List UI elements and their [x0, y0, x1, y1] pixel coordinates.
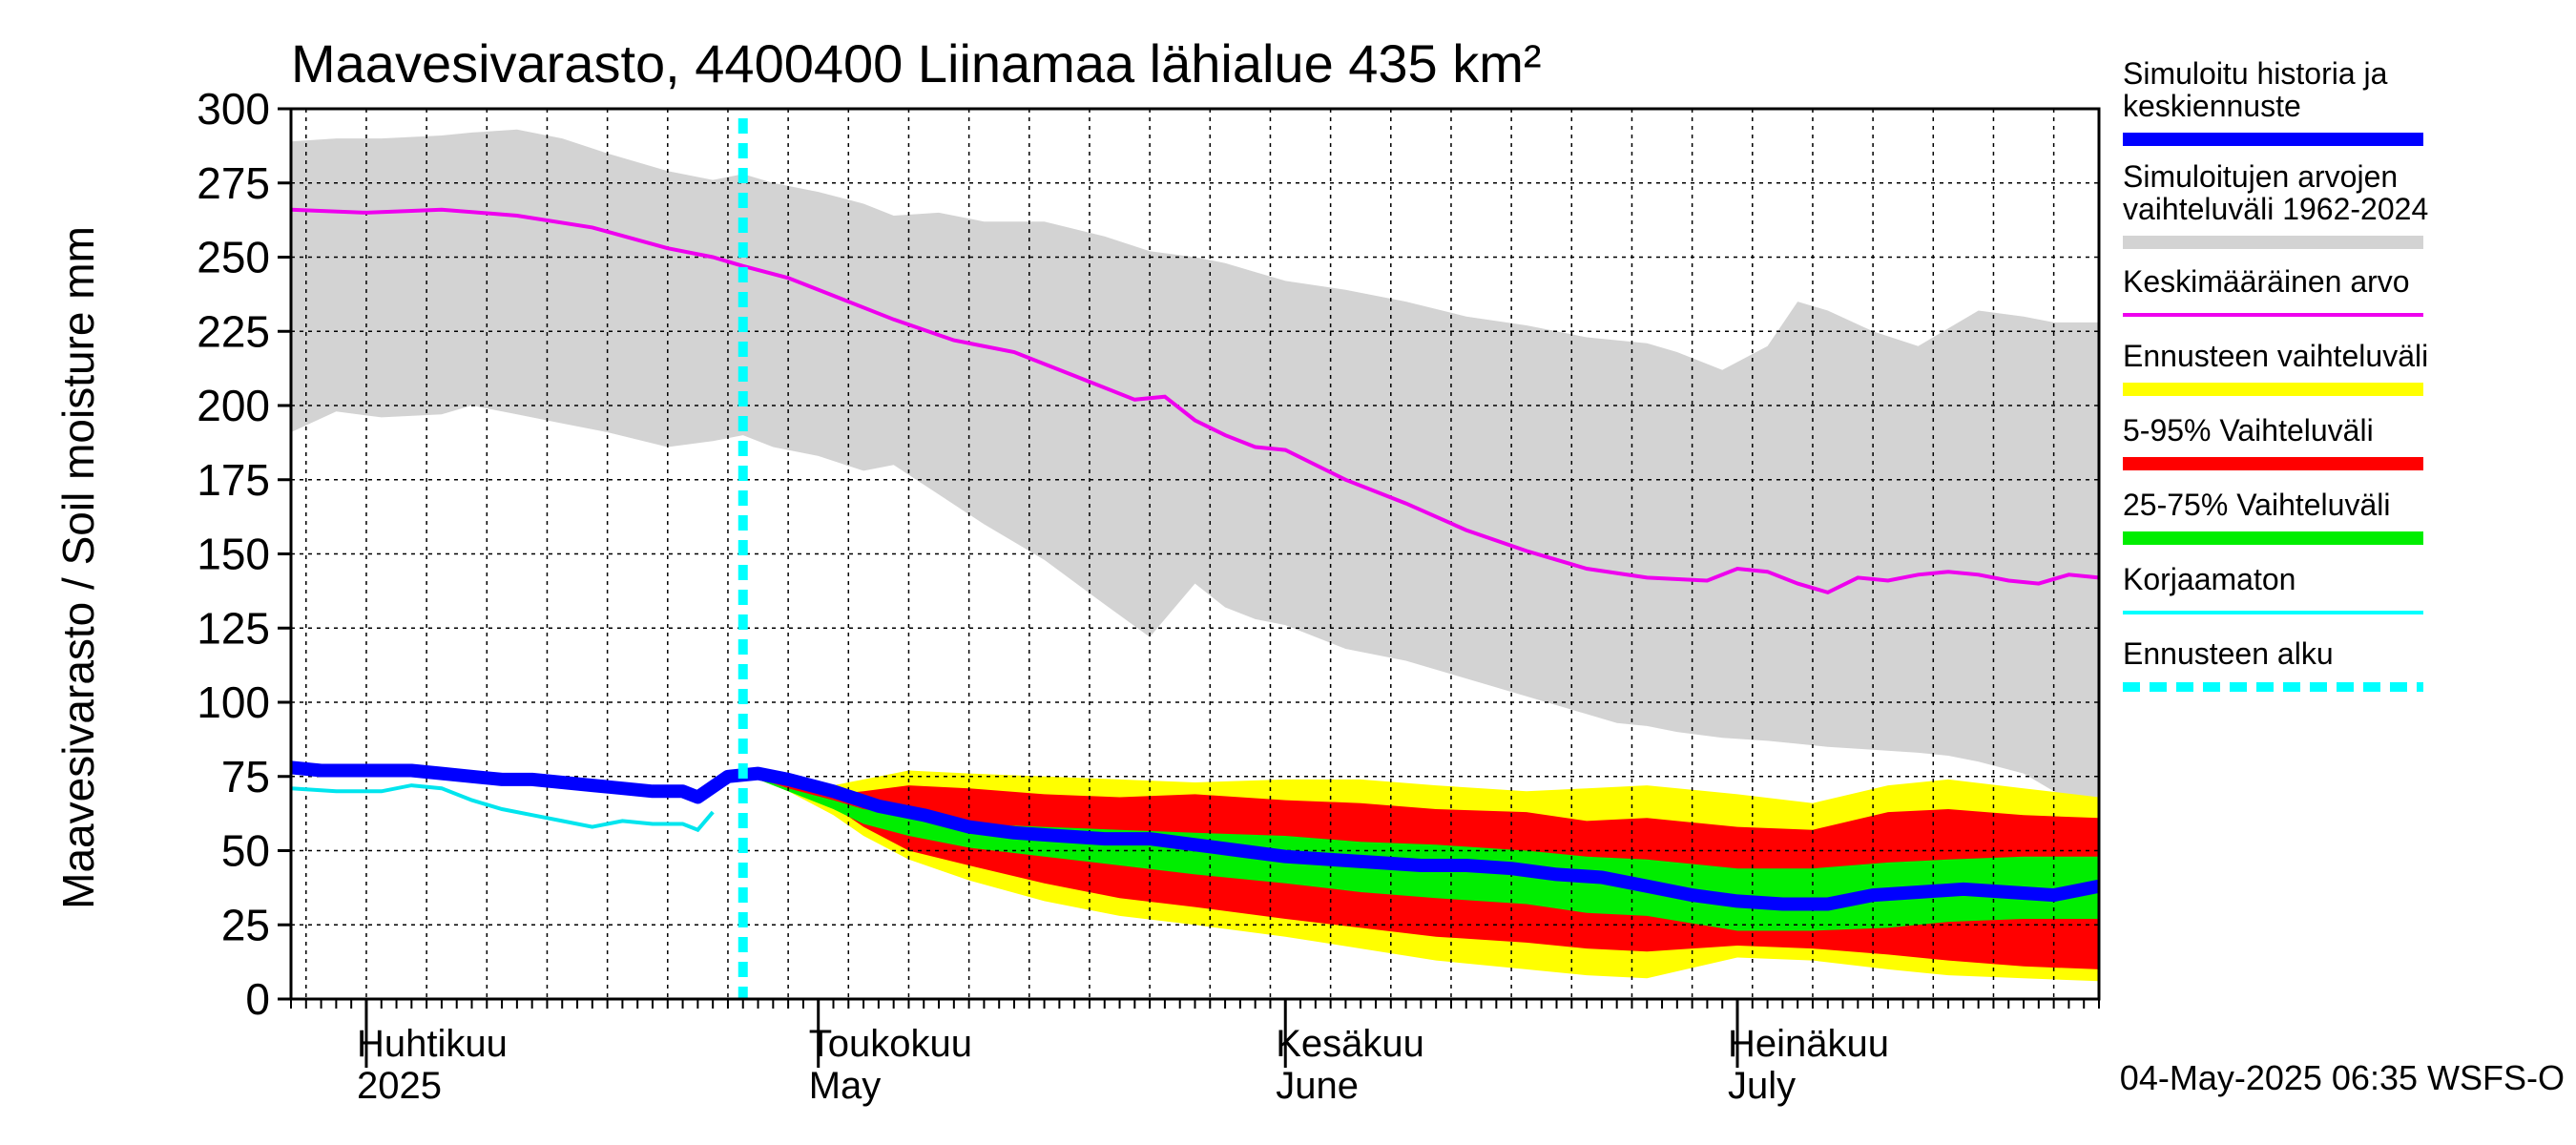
y-tick-label: 125	[197, 603, 270, 653]
simulated-line	[290, 760, 2101, 911]
y-tick-label: 175	[197, 455, 270, 505]
footer-timestamp: 04-May-2025 06:35 WSFS-O	[2120, 1058, 2565, 1097]
legend-item: Ennusteen vaihteluväli	[2123, 339, 2428, 396]
x-month-label-fi: Huhtikuu	[357, 1023, 508, 1065]
y-tick-label: 75	[221, 752, 270, 802]
y-tick-label: 50	[221, 826, 270, 876]
y-tick-label: 225	[197, 306, 270, 356]
legend-label: Ennusteen vaihteluväli	[2123, 339, 2428, 373]
y-tick-label: 0	[245, 974, 270, 1024]
y-axis-label: Maavesivarasto / Soil moisture mm	[53, 226, 103, 909]
data-lines	[290, 118, 2101, 999]
p25-75-band	[742, 773, 2099, 931]
chart-title: Maavesivarasto, 4400400 Liinamaa lähialu…	[291, 33, 1542, 94]
x-month-label-en: July	[1728, 1065, 1796, 1107]
legend-label: Ennusteen alku	[2123, 636, 2334, 671]
legend-item: Korjaamaton	[2123, 562, 2423, 614]
legend-item: 25-75% Vaihteluväli	[2123, 488, 2423, 545]
x-month-label-fi: Kesäkuu	[1276, 1023, 1424, 1065]
legend: Simuloitu historia ja keskiennuste Simuloi…	[2123, 56, 2428, 692]
y-tick-label: 100	[197, 677, 270, 727]
legend-item: Keskimääräinen arvo	[2123, 264, 2423, 317]
legend-label: Korjaamaton	[2123, 562, 2296, 596]
legend-item: Simuloitujen arvojen vaihteluväli 1962-20…	[2123, 159, 2428, 249]
legend-item: 5-95% Vaihteluväli	[2123, 413, 2423, 470]
x-month-label-en: June	[1276, 1065, 1359, 1107]
y-tick-label: 250	[197, 233, 270, 282]
hist-range-band	[291, 129, 2099, 816]
y-tick-label: 25	[221, 900, 270, 949]
legend-label: Keskimääräinen arvo	[2123, 264, 2410, 299]
legend-label: Simuloitujen arvojen vaihteluväli 1962-20…	[2123, 159, 2428, 226]
legend-item: Ennusteen alku	[2123, 636, 2423, 692]
uncorrected-line	[290, 783, 715, 833]
legend-label: 25-75% Vaihteluväli	[2123, 488, 2390, 522]
x-month-label-fi: Heinäkuu	[1728, 1023, 1889, 1065]
x-month-label-en: May	[809, 1065, 882, 1107]
y-tick-label: 275	[197, 158, 270, 208]
x-month-label-fi: Toukokuu	[809, 1023, 972, 1065]
x-month-label-en: 2025	[357, 1065, 442, 1107]
axes: 0 25 50 75 100 125 150 175 200 225 250 275 300 Huhtik…	[197, 84, 2101, 1107]
y-tick-label: 300	[197, 84, 270, 134]
legend-label: 5-95% Vaihteluväli	[2123, 413, 2374, 448]
legend-item: Simuloitu historia ja keskiennuste	[2123, 56, 2423, 146]
mean-line	[290, 207, 2100, 595]
y-tick-label: 200	[197, 381, 270, 430]
legend-label: Simuloitu historia ja keskiennuste	[2123, 56, 2388, 123]
y-tick-label: 150	[197, 530, 270, 579]
